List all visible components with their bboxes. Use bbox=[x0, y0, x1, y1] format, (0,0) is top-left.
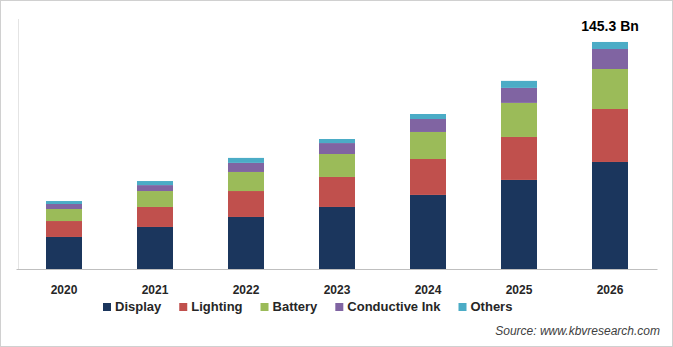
bar-segment bbox=[137, 227, 173, 269]
bar-segment bbox=[137, 185, 173, 191]
bar-segment bbox=[501, 88, 537, 103]
bar-segment bbox=[319, 143, 355, 154]
bar-segment bbox=[228, 158, 264, 163]
bar-segment bbox=[410, 195, 446, 269]
bar-segment bbox=[319, 139, 355, 143]
legend-swatch bbox=[103, 303, 111, 311]
bar-segment bbox=[592, 42, 628, 49]
legend-swatch bbox=[335, 303, 343, 311]
y-axis-line bbox=[18, 19, 19, 269]
bar-segment bbox=[501, 137, 537, 180]
bar-segment bbox=[319, 207, 355, 269]
bar-segment bbox=[228, 163, 264, 172]
x-tick-label: 2023 bbox=[324, 283, 351, 297]
bar-segment bbox=[46, 221, 82, 237]
bar-segment bbox=[46, 209, 82, 221]
bar-segment bbox=[501, 180, 537, 269]
bars bbox=[46, 42, 628, 269]
x-tick-label: 2025 bbox=[506, 283, 533, 297]
legend-label: Display bbox=[115, 299, 162, 314]
x-tick-label: 2020 bbox=[51, 283, 78, 297]
bar-segment bbox=[319, 177, 355, 207]
legend-swatch bbox=[261, 303, 269, 311]
bar-segment bbox=[501, 81, 537, 88]
bar-segment bbox=[592, 162, 628, 269]
legend-swatch bbox=[179, 303, 187, 311]
legend-label: Lighting bbox=[191, 299, 242, 314]
bar-segment bbox=[410, 159, 446, 195]
x-tick-label: 2021 bbox=[142, 283, 169, 297]
legend-label: Battery bbox=[273, 299, 319, 314]
bar-segment bbox=[592, 109, 628, 162]
bar-segment bbox=[137, 181, 173, 185]
bar-segment bbox=[137, 207, 173, 227]
x-axis-line bbox=[17, 269, 658, 270]
source: Source: www.kbvresearch.com bbox=[495, 324, 660, 338]
annotation: 145.3 Bn bbox=[581, 18, 639, 34]
frame bbox=[1, 1, 673, 347]
bar-segment bbox=[410, 114, 446, 119]
bar-segment bbox=[410, 132, 446, 159]
x-tick-label: 2026 bbox=[597, 283, 624, 297]
bar-segment bbox=[410, 119, 446, 132]
bar-segment bbox=[501, 103, 537, 137]
bar-segment bbox=[228, 172, 264, 191]
chart: 2020 2021 2022 2023 2024 2025 2026 145.3 Bn Disp… bbox=[0, 0, 673, 347]
bar-segment bbox=[319, 154, 355, 177]
legend-label: Others bbox=[471, 299, 513, 314]
bar-segment bbox=[46, 204, 82, 209]
bar-segment bbox=[592, 69, 628, 109]
bar-segment bbox=[592, 49, 628, 69]
bar-segment bbox=[228, 217, 264, 269]
legend-swatch bbox=[459, 303, 467, 311]
bar-segment bbox=[46, 237, 82, 269]
x-tick-label: 2024 bbox=[415, 283, 442, 297]
x-tick-label: 2022 bbox=[233, 283, 260, 297]
legend-label: Conductive Ink bbox=[347, 299, 441, 314]
bar-segment bbox=[137, 191, 173, 207]
bar-segment bbox=[46, 201, 82, 204]
bar-segment bbox=[228, 191, 264, 217]
